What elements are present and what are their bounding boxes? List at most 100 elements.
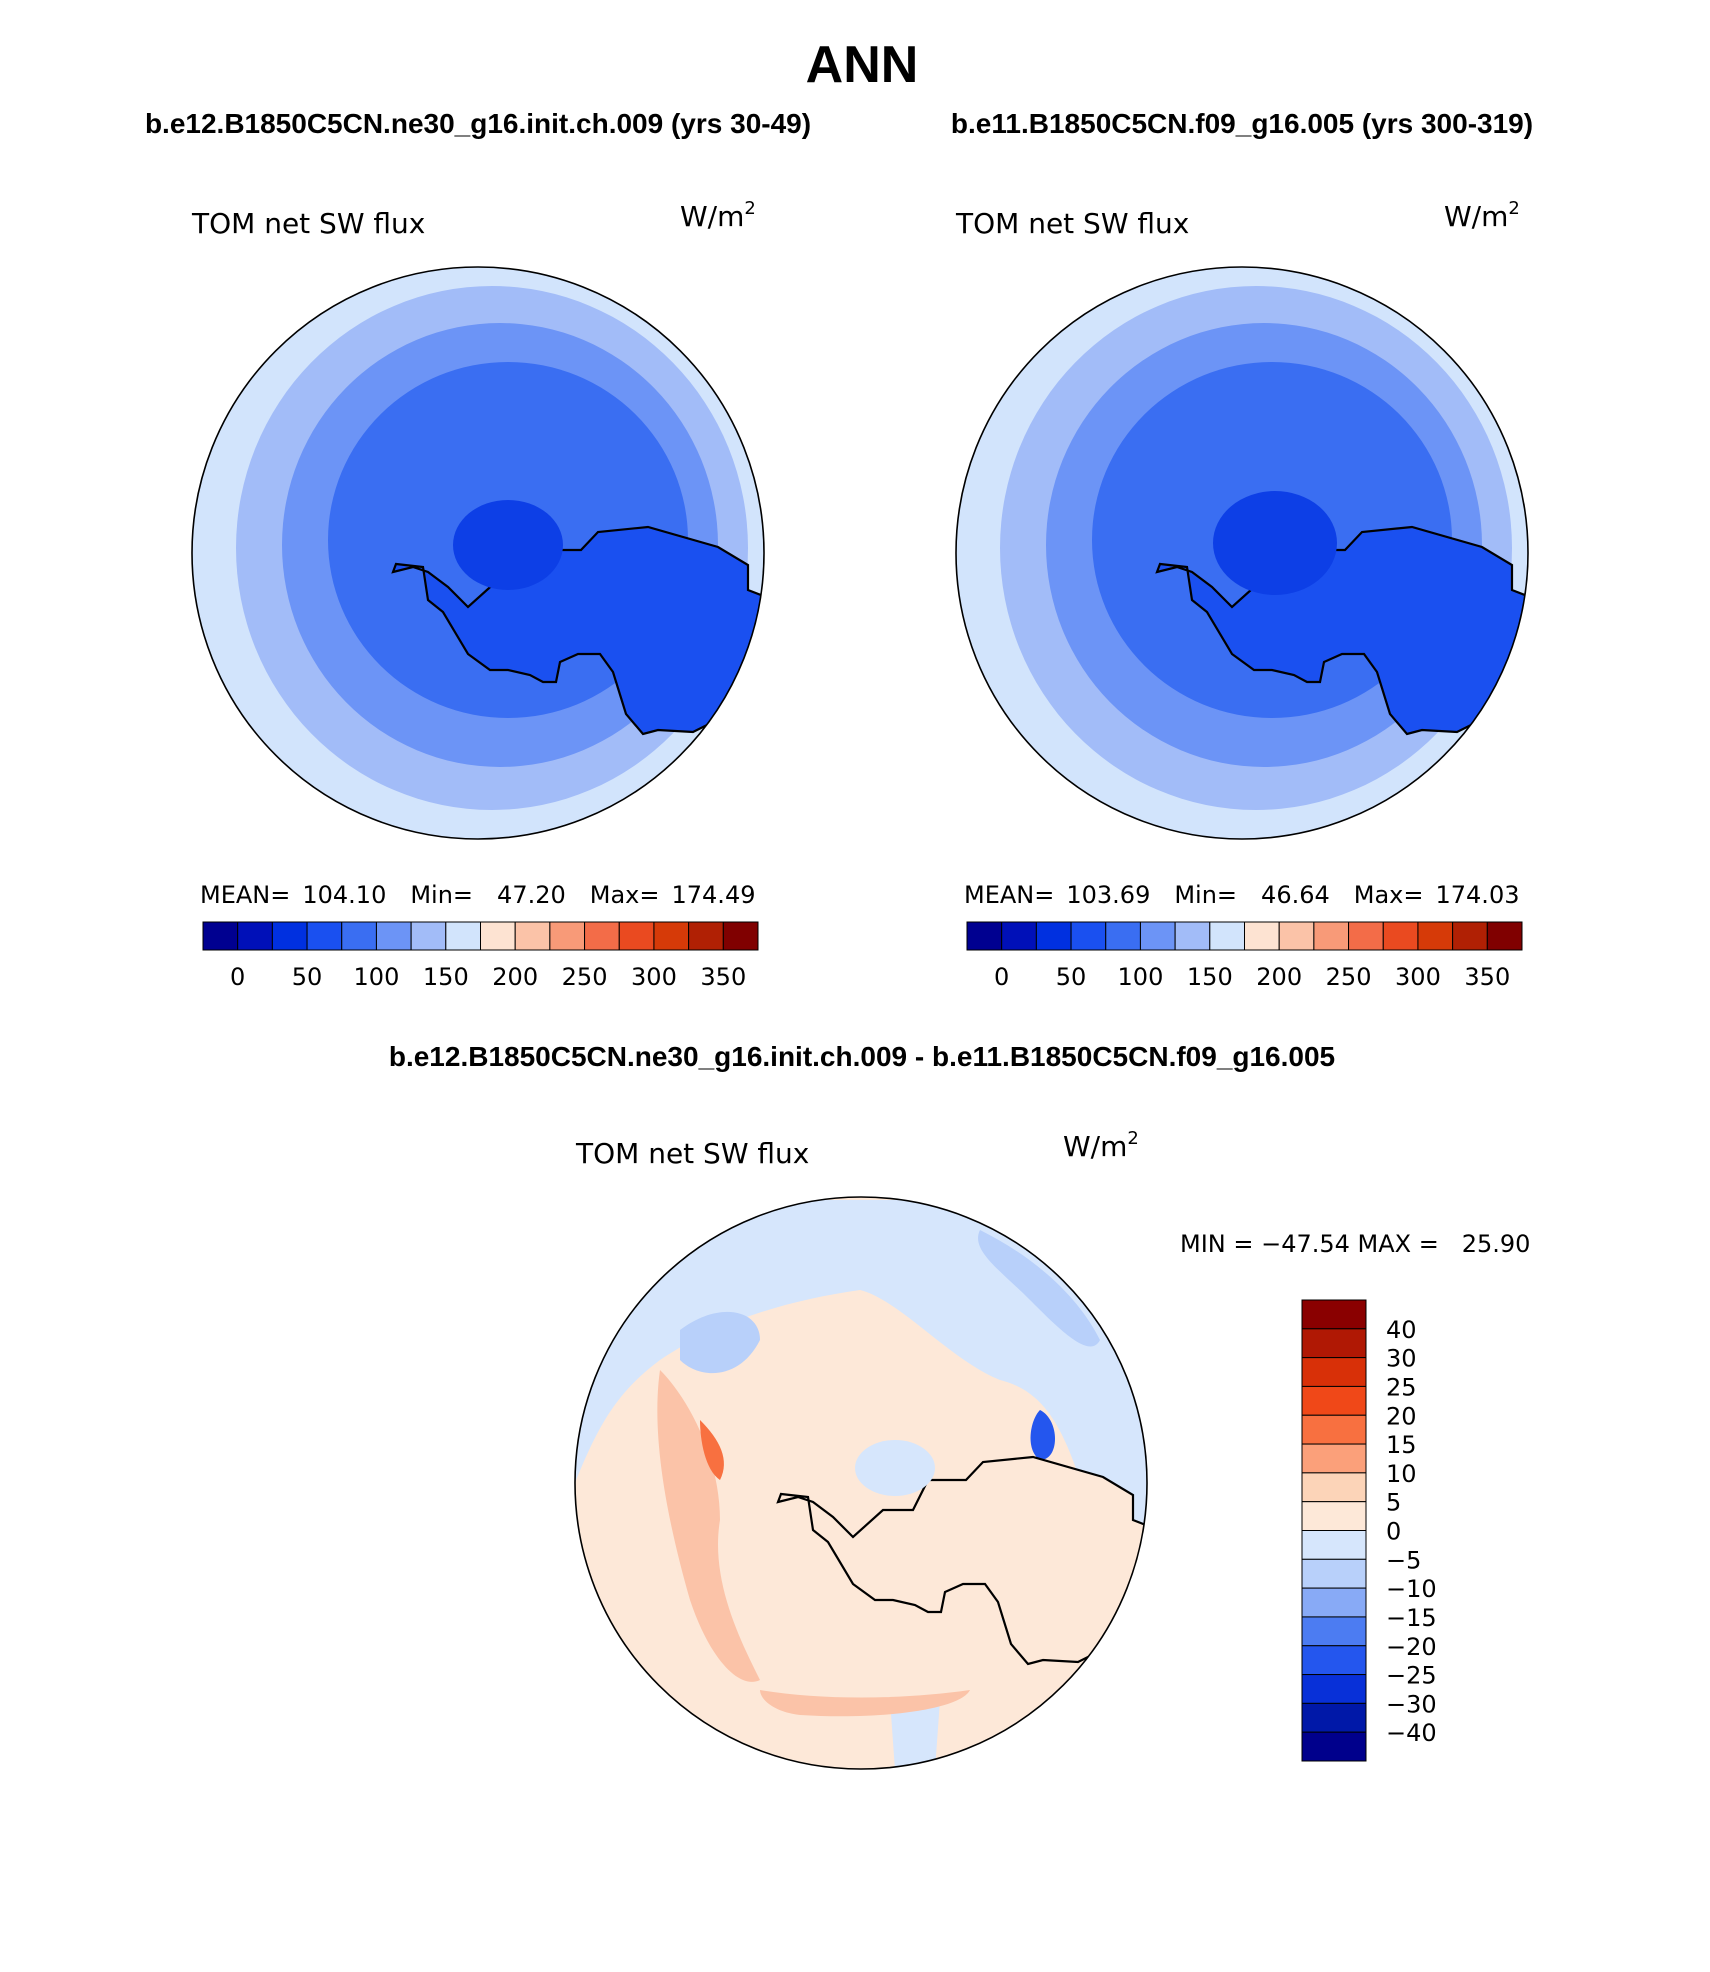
colorbar-box — [514, 921, 551, 951]
colorbar-box — [1301, 1328, 1367, 1359]
colorbar-box — [410, 921, 447, 951]
colorbar-box — [1035, 921, 1072, 951]
colorbar-box — [480, 921, 516, 951]
colorbar-tick-label: 0 — [994, 963, 1009, 991]
colorbar-box — [1301, 1357, 1367, 1387]
colorbar-tick-label: 10 — [1386, 1460, 1417, 1488]
panel-right-case-title: b.e11.B1850C5CN.f09_g16.005 (yrs 300-319… — [951, 108, 1533, 139]
colorbar-tick-label: 50 — [292, 963, 323, 991]
colorbar-box — [1139, 921, 1176, 951]
colorbar-box — [202, 921, 239, 951]
colorbar-box — [1301, 1530, 1367, 1560]
panel-diff-case-title: b.e12.B1850C5CN.ne30_g16.init.ch.009 - b… — [389, 1041, 1335, 1072]
panel-left-case-title: b.e12.B1850C5CN.ne30_g16.init.ch.009 (yr… — [145, 108, 811, 139]
colorbar-box — [688, 921, 724, 951]
colorbar-box — [1486, 921, 1523, 951]
colorbar-tick-label: 40 — [1386, 1316, 1417, 1344]
colorbar-tick-label: 20 — [1386, 1402, 1417, 1430]
colorbar-tick-label: −30 — [1386, 1690, 1437, 1718]
colorbar-tick-label: 200 — [492, 963, 538, 991]
panel-difference: b.e12.B1850C5CN.ne30_g16.init.ch.009 - b… — [389, 1041, 1530, 1770]
colorbar-tick-label: 300 — [631, 963, 677, 991]
colorbar-box — [341, 921, 377, 951]
panel-left-colorbar: 0 50 100 150 200 250 300 350 — [202, 921, 759, 991]
colorbar-box — [1348, 921, 1384, 951]
colorbar-tick-label: 50 — [1056, 963, 1087, 991]
colorbar-box — [1301, 1616, 1367, 1647]
panel-diff-minmax: MIN = −47.54 MAX = 25.90 — [1180, 1230, 1530, 1258]
colorbar-box — [1278, 921, 1315, 951]
colorbar-tick-label: 100 — [1118, 963, 1164, 991]
colorbar-box — [1301, 1674, 1367, 1704]
colorbar-box — [1313, 921, 1350, 951]
colorbar-box — [1301, 1414, 1367, 1445]
colorbar-box — [1382, 921, 1419, 951]
panel-right-variable-label: TOM net SW flux — [955, 207, 1189, 240]
colorbar-box — [1001, 921, 1037, 951]
colorbar-tick-label: 150 — [423, 963, 469, 991]
colorbar-tick-label: 350 — [700, 963, 746, 991]
colorbar-box — [584, 921, 620, 951]
panel-left-units-label: W/m2 — [680, 198, 756, 233]
colorbar-box — [1301, 1587, 1367, 1618]
colorbar-tick-label: 5 — [1386, 1489, 1401, 1517]
colorbar-tick-label: 300 — [1395, 963, 1441, 991]
colorbar-box — [237, 921, 273, 951]
colorbar-tick-label: 250 — [562, 963, 608, 991]
colorbar-box — [1301, 1702, 1367, 1733]
panel-left-stats: MEAN= 104.10 Min= 47.20 Max= 174.49 — [200, 881, 755, 909]
colorbar-tick-label: 200 — [1256, 963, 1302, 991]
colorbar-tick-label: −40 — [1386, 1719, 1437, 1747]
panel-right-map — [956, 267, 1528, 839]
colorbar-box — [549, 921, 586, 951]
colorbar-tick-label: 25 — [1386, 1373, 1417, 1401]
colorbar-tick-label: −5 — [1386, 1546, 1421, 1574]
colorbar-box — [445, 921, 481, 951]
colorbar-box — [306, 921, 343, 951]
colorbar-box — [618, 921, 655, 951]
colorbar-box — [1452, 921, 1488, 951]
panel-right: b.e11.B1850C5CN.f09_g16.005 (yrs 300-319… — [951, 108, 1533, 991]
colorbar-box — [1301, 1472, 1367, 1503]
colorbar-tick-label: 0 — [230, 963, 245, 991]
panel-left: b.e12.B1850C5CN.ne30_g16.init.ch.009 (yr… — [145, 108, 811, 991]
colorbar-box — [1417, 921, 1454, 951]
colorbar-box — [1301, 1385, 1367, 1416]
colorbar-box — [1174, 921, 1211, 951]
colorbar-tick-label: −10 — [1386, 1575, 1437, 1603]
colorbar-tick-label: 30 — [1386, 1345, 1417, 1373]
colorbar-box — [1301, 1299, 1367, 1330]
colorbar-box — [1301, 1558, 1367, 1589]
panel-left-map — [192, 267, 764, 839]
figure-title: ANN — [806, 36, 919, 94]
colorbar-tick-label: −25 — [1386, 1662, 1437, 1690]
panel-left-variable-label: TOM net SW flux — [191, 207, 425, 240]
colorbar-box — [271, 921, 308, 951]
colorbar-tick-label: 15 — [1386, 1431, 1417, 1459]
panel-right-units-label: W/m2 — [1444, 198, 1520, 233]
colorbar-tick-label: −20 — [1386, 1633, 1437, 1661]
colorbar-tick-label: 150 — [1187, 963, 1233, 991]
colorbar-tick-label: 100 — [354, 963, 400, 991]
colorbar-box — [1105, 921, 1141, 951]
colorbar-box — [1301, 1731, 1367, 1762]
colorbar-box — [1244, 921, 1280, 951]
colorbar-box — [375, 921, 412, 951]
colorbar-box — [1301, 1501, 1367, 1531]
colorbar-box — [966, 921, 1003, 951]
colorbar-box — [722, 921, 759, 951]
colorbar-tick-label: −15 — [1386, 1604, 1437, 1632]
panel-diff-map — [575, 1197, 1147, 1769]
colorbar-tick-label: 250 — [1326, 963, 1372, 991]
panel-diff-units-label: W/m2 — [1063, 1128, 1139, 1163]
colorbar-box — [1301, 1443, 1367, 1474]
panel-diff-variable-label: TOM net SW flux — [575, 1137, 809, 1170]
colorbar-tick-label: 350 — [1464, 963, 1510, 991]
panel-right-colorbar: 0 50 100 150 200 250 300 350 — [966, 921, 1523, 991]
colorbar-box — [1301, 1645, 1367, 1676]
colorbar-box — [1209, 921, 1245, 951]
colorbar-box — [653, 921, 690, 951]
colorbar-tick-label: 0 — [1386, 1518, 1401, 1546]
